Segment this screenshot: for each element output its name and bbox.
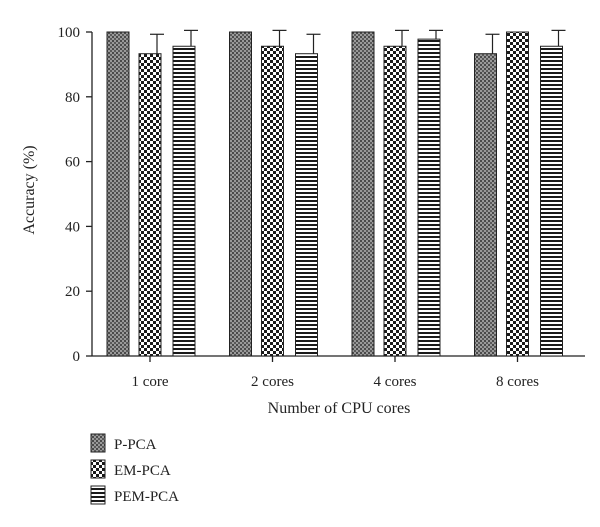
tick-labels: 0 20 40 60 80 100 1 core 2 cores 4 cores 8 cores bbox=[58, 25, 540, 390]
legend-label-em-pca: EM-PCA bbox=[114, 463, 171, 479]
bar-pem-pca-2 bbox=[295, 53, 318, 357]
x-tick-label: 4 cores bbox=[374, 374, 417, 390]
y-tick-label: 80 bbox=[65, 90, 80, 106]
legend-swatch-p-pca bbox=[90, 433, 106, 453]
x-tick-label: 2 cores bbox=[251, 374, 294, 390]
y-tick-label: 40 bbox=[65, 219, 80, 235]
bar-p-pca-1 bbox=[106, 31, 130, 357]
y-axis-title: Accuracy (%) bbox=[21, 145, 38, 234]
bars bbox=[106, 31, 563, 357]
bar-em-pca-4 bbox=[506, 31, 529, 357]
bar-p-pca-3 bbox=[351, 31, 375, 357]
legend-swatch-em-pca bbox=[90, 459, 106, 479]
x-tick-label: 8 cores bbox=[496, 374, 539, 390]
y-tick-label: 60 bbox=[65, 155, 80, 171]
bar-pem-pca-3 bbox=[417, 38, 441, 357]
error-bars bbox=[150, 29, 566, 54]
x-tick-label: 1 core bbox=[131, 374, 168, 390]
bar-p-pca-4 bbox=[474, 53, 497, 357]
bar-em-pca-3 bbox=[383, 45, 407, 357]
y-tick-label: 100 bbox=[58, 25, 81, 41]
legend-label-p-pca: P-PCA bbox=[114, 437, 157, 453]
bar-pem-pca-1 bbox=[172, 45, 196, 357]
bar-p-pca-2 bbox=[229, 31, 252, 357]
bar-em-pca-1 bbox=[138, 53, 162, 357]
y-tick-label: 0 bbox=[73, 349, 81, 365]
legend: P-PCA EM-PCA PEM-PCA bbox=[90, 433, 179, 505]
legend-swatch-pem-pca bbox=[90, 485, 106, 505]
bar-pem-pca-4 bbox=[540, 45, 563, 357]
y-tick-label: 20 bbox=[65, 284, 80, 300]
x-axis-title: Number of CPU cores bbox=[268, 400, 411, 417]
legend-label-pem-pca: PEM-PCA bbox=[114, 489, 179, 505]
bar-em-pca-2 bbox=[261, 45, 284, 357]
